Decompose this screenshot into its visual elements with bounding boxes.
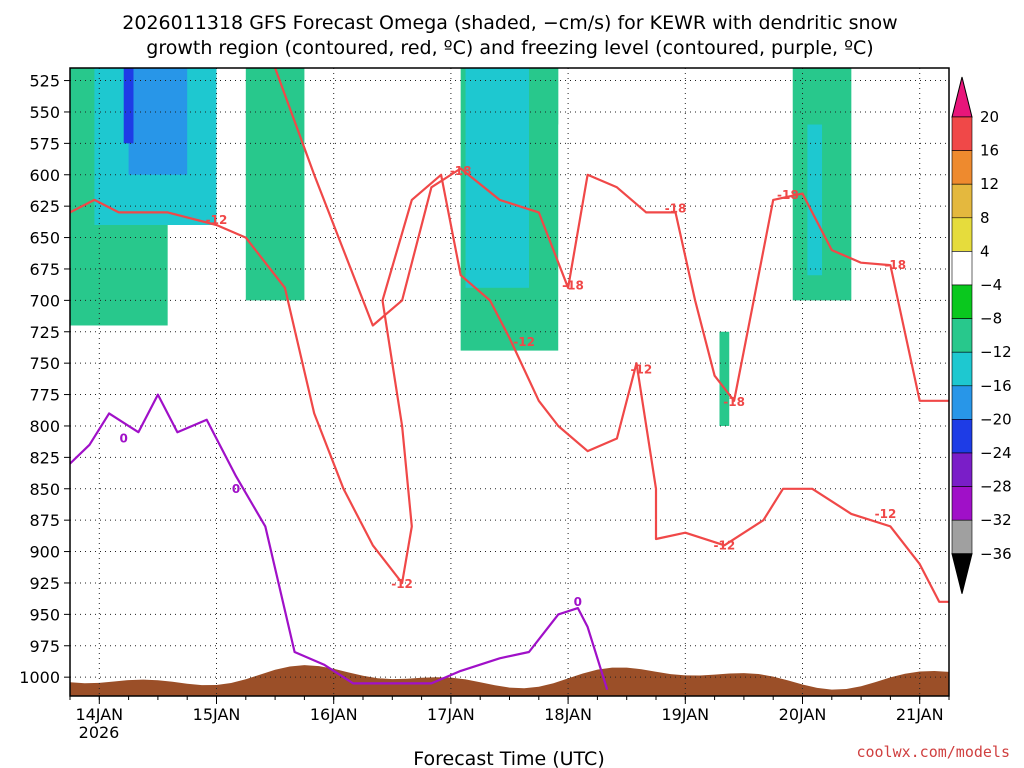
colorbar-label: −28 bbox=[980, 478, 1012, 496]
contour-label: -18 bbox=[884, 258, 906, 272]
title-line-2: growth region (contoured, red, ºC) and f… bbox=[146, 37, 873, 59]
colorbar-label: 4 bbox=[980, 242, 990, 260]
y-tick-label: 625 bbox=[29, 197, 60, 216]
contour-label: 0 bbox=[574, 595, 582, 609]
colorbar-label: −16 bbox=[980, 377, 1012, 395]
contour-line bbox=[70, 393, 609, 691]
omega-region bbox=[245, 68, 305, 301]
contour-label: 0 bbox=[120, 432, 128, 446]
colorbar-bottom-arrow bbox=[951, 553, 973, 594]
y-tick-label: 600 bbox=[29, 166, 60, 185]
contour-line bbox=[274, 68, 949, 402]
x-tick-label: 15JAN bbox=[193, 705, 241, 724]
x-axis-sub-label: 2026 bbox=[79, 723, 120, 742]
colorbar-swatch bbox=[951, 519, 973, 555]
colorbar-label: 12 bbox=[980, 175, 999, 193]
contour-label: -12 bbox=[391, 577, 413, 591]
contour-labels: -12 -12 -12 -12 -12 -12 -18 -18 -18 -18 -18 -18 0 0 0 bbox=[120, 164, 907, 609]
colorbar-label: −8 bbox=[980, 310, 1002, 328]
x-tick-label: 16JAN bbox=[310, 705, 358, 724]
contour-label: -18 bbox=[665, 202, 687, 216]
colorbar-label: −4 bbox=[980, 276, 1002, 294]
colorbar-label: 8 bbox=[980, 209, 990, 227]
x-tick-label: 21JAN bbox=[896, 705, 944, 724]
colorbar-swatch bbox=[951, 486, 973, 521]
y-tick-label: 775 bbox=[29, 386, 60, 405]
colorbar-label: 16 bbox=[980, 142, 999, 160]
y-tick-label: 700 bbox=[29, 291, 60, 310]
colorbar-swatch bbox=[951, 419, 973, 454]
y-tick-label: 750 bbox=[29, 354, 60, 373]
colorbar-swatch bbox=[951, 251, 973, 286]
omega-region bbox=[128, 68, 188, 175]
contour-label: -12 bbox=[875, 507, 897, 521]
y-tick-label: 725 bbox=[29, 323, 60, 342]
y-tick-label: 900 bbox=[29, 543, 60, 562]
y-tick-label: 675 bbox=[29, 260, 60, 279]
y-tick-label: 975 bbox=[29, 637, 60, 656]
contour-label: -12 bbox=[206, 213, 228, 227]
colorbar-label: −24 bbox=[980, 444, 1012, 462]
x-axis: 14JAN 15JAN 16JAN 17JAN 18JAN 19JAN 20JAN 21JAN bbox=[69, 696, 950, 724]
colorbar-top-arrow bbox=[951, 76, 973, 118]
contours bbox=[70, 68, 949, 691]
colorbar-swatch bbox=[951, 150, 973, 185]
x-tick-label: 17JAN bbox=[427, 705, 475, 724]
colorbar-swatch bbox=[951, 284, 973, 319]
y-tick-label: 650 bbox=[29, 229, 60, 248]
omega-region bbox=[900, 451, 949, 665]
colorbar-swatch bbox=[951, 183, 973, 219]
colorbar-label: −20 bbox=[980, 410, 1012, 428]
omega-region bbox=[465, 68, 530, 288]
credit-text: coolwx.com/models bbox=[856, 743, 1010, 761]
contour-label: -18 bbox=[562, 278, 584, 292]
contour-label: -12 bbox=[714, 538, 736, 552]
title-line-1: 2026011318 GFS Forecast Omega (shaded, −… bbox=[122, 12, 897, 34]
colorbar-label: −12 bbox=[980, 343, 1012, 361]
y-tick-label: 550 bbox=[29, 103, 60, 122]
y-axis: 525 550 575 600 625 650 675 700 725 750 775 800 825 8… bbox=[19, 72, 70, 687]
omega-region bbox=[616, 149, 656, 376]
omega-region bbox=[719, 331, 730, 426]
y-tick-label: 950 bbox=[29, 605, 60, 624]
colorbar-swatch bbox=[951, 116, 973, 151]
contour-label: 0 bbox=[232, 482, 240, 496]
omega-region bbox=[753, 68, 783, 678]
contour-label: -18 bbox=[723, 395, 745, 409]
terrain-fill bbox=[70, 665, 949, 696]
colorbar-swatch bbox=[951, 351, 973, 387]
colorbar: 20 16 12 8 4 −4 −8 −12 −16 −20 −24 −28 −32 −36 bbox=[951, 76, 1012, 594]
contour-line bbox=[70, 173, 949, 603]
colorbar-swatch bbox=[951, 385, 973, 420]
contour-label: -12 bbox=[513, 335, 535, 349]
y-tick-label: 850 bbox=[29, 480, 60, 499]
colorbar-swatch bbox=[951, 217, 973, 252]
omega-region bbox=[123, 68, 134, 144]
x-tick-label: 14JAN bbox=[75, 705, 123, 724]
x-axis-title: Forecast Time (UTC) bbox=[413, 748, 604, 768]
colorbar-swatch bbox=[951, 452, 973, 487]
omega-region bbox=[807, 124, 823, 276]
y-tick-label: 1000 bbox=[19, 668, 60, 687]
x-tick-label: 19JAN bbox=[661, 705, 709, 724]
y-tick-label: 800 bbox=[29, 417, 60, 436]
y-tick-label: 875 bbox=[29, 511, 60, 530]
colorbar-label: −32 bbox=[980, 511, 1012, 529]
x-tick-label: 18JAN bbox=[544, 705, 592, 724]
contour-label: -18 bbox=[777, 188, 799, 202]
y-tick-label: 525 bbox=[29, 72, 60, 91]
y-tick-label: 825 bbox=[29, 448, 60, 467]
colorbar-label: −36 bbox=[980, 545, 1012, 563]
y-tick-label: 575 bbox=[29, 134, 60, 153]
x-tick-label: 20JAN bbox=[779, 705, 827, 724]
colorbar-swatch bbox=[951, 318, 973, 353]
omega-region bbox=[323, 174, 363, 502]
colorbar-label: 20 bbox=[980, 108, 999, 126]
omega-shading bbox=[70, 68, 949, 678]
contour-label: -12 bbox=[631, 362, 653, 376]
contour-label: -18 bbox=[450, 164, 472, 178]
y-tick-label: 925 bbox=[29, 574, 60, 593]
